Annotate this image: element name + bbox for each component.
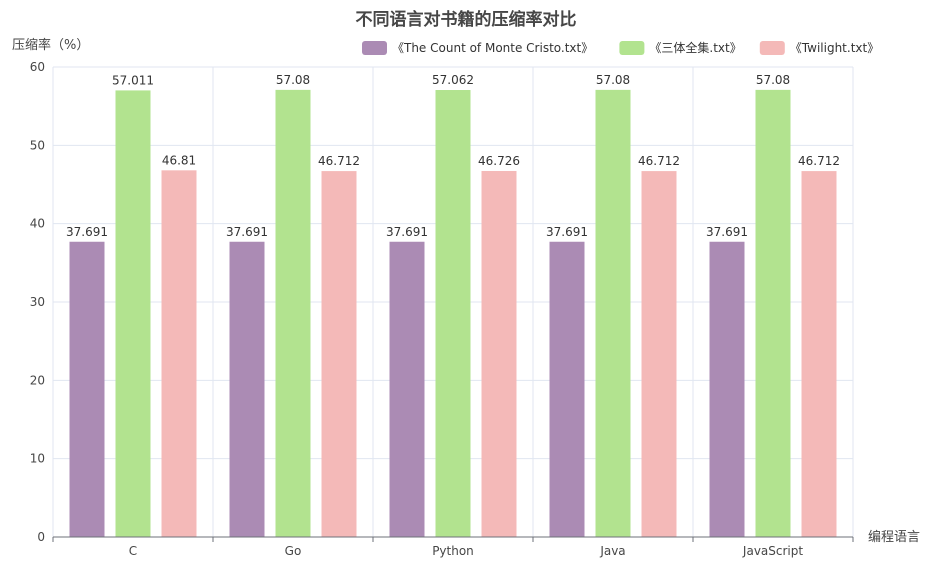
legend-swatch — [619, 41, 645, 55]
x-tick-label: C — [129, 544, 137, 558]
legend[interactable]: 《The Count of Monte Cristo.txt》 《三体全集.txt… — [362, 40, 879, 55]
bar-value-label: 46.726 — [478, 154, 520, 168]
y-tick-label: 40 — [30, 217, 45, 231]
bar-value-label: 46.712 — [318, 154, 360, 168]
x-tick-label: Python — [432, 544, 474, 558]
axes: 0 10 20 30 40 50 60 C Go Python Java JavaScript — [30, 60, 854, 558]
y-axis-title: 压缩率（%） — [12, 37, 89, 53]
bar-value-label: 46.712 — [798, 154, 840, 168]
bar-value-label: 37.691 — [386, 225, 428, 239]
legend-item[interactable]: 《The Count of Monte Cristo.txt》 — [362, 41, 593, 55]
x-tick-label: JavaScript — [742, 544, 803, 558]
legend-label: 《Twilight.txt》 — [790, 41, 879, 55]
bar[interactable] — [549, 241, 585, 537]
x-tick-label: Java — [599, 544, 625, 558]
bar[interactable] — [275, 89, 311, 537]
bar[interactable] — [755, 89, 791, 537]
x-axis-title: 编程语言 — [868, 530, 920, 545]
chart-title: 不同语言对书籍的压缩率对比 — [356, 9, 577, 30]
legend-swatch — [362, 41, 387, 55]
bar[interactable] — [229, 241, 265, 537]
bar[interactable] — [321, 171, 357, 537]
legend-label: 《The Count of Monte Cristo.txt》 — [392, 41, 593, 55]
bar[interactable] — [389, 241, 425, 537]
bar-value-label: 57.062 — [432, 73, 474, 87]
y-tick-label: 60 — [30, 60, 45, 74]
x-tick-label: Go — [285, 544, 302, 558]
bar[interactable] — [595, 89, 631, 537]
bar[interactable] — [709, 241, 745, 537]
legend-label: 《三体全集.txt》 — [649, 40, 741, 55]
bar-value-label: 57.08 — [276, 73, 310, 87]
legend-item[interactable]: 《三体全集.txt》 — [619, 40, 742, 55]
bar-value-label: 57.08 — [756, 73, 790, 87]
y-tick-label: 10 — [30, 452, 45, 466]
bar-value-label: 37.691 — [706, 225, 748, 239]
legend-item[interactable]: 《Twilight.txt》 — [759, 41, 879, 55]
bar-value-label: 37.691 — [66, 225, 108, 239]
bar[interactable] — [69, 241, 105, 537]
bar[interactable] — [115, 90, 151, 538]
y-tick-label: 50 — [30, 138, 45, 152]
data-labels: 37.691 57.011 46.81 37.691 57.08 46.712 37.691… — [66, 73, 840, 239]
bar-value-label: 57.08 — [596, 73, 630, 87]
bar-value-label: 46.81 — [162, 153, 196, 167]
bar[interactable] — [801, 171, 837, 537]
y-tick-label: 20 — [30, 373, 45, 387]
bar[interactable] — [641, 171, 677, 537]
bar[interactable] — [481, 170, 517, 537]
legend-swatch — [759, 41, 785, 55]
bar-value-label: 46.712 — [638, 154, 680, 168]
y-tick-label: 30 — [30, 295, 45, 309]
bar[interactable] — [435, 90, 471, 537]
bar-value-label: 57.011 — [112, 73, 154, 87]
y-tick-label: 0 — [37, 530, 45, 544]
bar[interactable] — [161, 170, 197, 538]
bar-series — [69, 89, 837, 538]
bar-value-label: 37.691 — [226, 225, 268, 239]
bar-value-label: 37.691 — [546, 225, 588, 239]
